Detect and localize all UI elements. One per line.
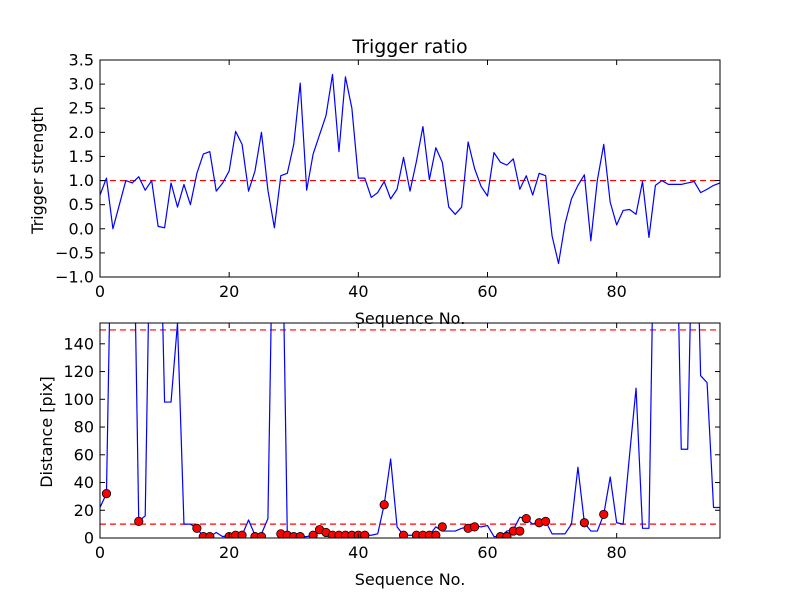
data-point (101, 489, 112, 499)
y-tick-label: 40 (74, 473, 94, 492)
x-tick-label: 40 (348, 282, 368, 301)
data-point (192, 523, 202, 533)
x-tick-label: 60 (477, 282, 497, 301)
x-axis-label: Sequence No. (355, 570, 466, 589)
data-point (599, 509, 609, 520)
y-tick-label: −1.0 (55, 268, 94, 287)
data-point (295, 532, 305, 538)
data-point (515, 526, 525, 536)
plot-area: 0 20 40 60 80 −1.0 −0.5 0.0 0.5 1.0 1.5 2.0 2.5 3.0 3.… (55, 51, 721, 301)
x-axis-label: Sequence No. (355, 309, 466, 328)
data-point (502, 532, 512, 538)
data-point (541, 516, 551, 526)
y-tick-label: 1.0 (69, 171, 94, 190)
y-tick-label: 2.0 (69, 123, 94, 142)
axes-frame (99, 322, 721, 539)
data-point (134, 516, 144, 526)
data-point (256, 532, 267, 538)
plot-clip-region (100, 73, 720, 265)
y-tick-label: 100 (63, 390, 94, 409)
axes-frame (99, 59, 721, 278)
data-point (437, 522, 447, 532)
y-tick-label: −0.5 (55, 243, 94, 262)
data-point (521, 513, 531, 524)
x-tick-label: 20 (219, 282, 239, 301)
y-tick-label: 120 (63, 362, 94, 381)
x-tick-label: 80 (606, 282, 626, 301)
data-point (360, 530, 370, 538)
distance-panel: Sequence No. Distance [pix] 0 20 40 60 80 0 20… (37, 322, 721, 589)
trigger-ratio-panel: Trigger ratio Sequence No. Trigger stren… (28, 36, 721, 328)
x-tick-label: 80 (606, 543, 626, 562)
plot-area: 0 20 40 60 80 0 20 40 60 80 100 120 140 (63, 322, 721, 562)
chart-title: Trigger ratio (351, 36, 467, 58)
y-axis-label: Distance [pix] (37, 376, 56, 488)
x-tick-label: 40 (348, 543, 368, 562)
data-point (237, 530, 247, 538)
data-point (379, 500, 389, 510)
x-tick-label: 20 (219, 543, 239, 562)
y-axis-label: Trigger strength (28, 106, 47, 235)
y-tick-label: 0.5 (69, 195, 94, 214)
y-tick-label: 0.0 (69, 219, 94, 238)
data-point (398, 530, 409, 538)
y-tick-label: 2.5 (69, 99, 94, 118)
y-tick-label: 3.0 (69, 75, 94, 94)
y-tick-label: 60 (74, 445, 94, 464)
plot-clip-region (100, 323, 720, 538)
x-tick-label: 60 (477, 543, 497, 562)
data-point (469, 522, 480, 532)
data-point (431, 530, 441, 538)
data-point (308, 530, 318, 538)
y-tick-label: 3.5 (69, 51, 94, 70)
x-tick-label: 0 (95, 282, 105, 301)
data-point (205, 532, 215, 538)
data-point (579, 518, 589, 528)
series-line (100, 73, 720, 265)
y-tick-label: 20 (74, 501, 94, 520)
y-tick-label: 140 (63, 334, 94, 353)
y-tick-label: 0 (84, 529, 94, 548)
y-tick-label: 80 (74, 418, 94, 437)
y-tick-label: 1.5 (69, 147, 94, 166)
x-tick-label: 0 (95, 543, 105, 562)
